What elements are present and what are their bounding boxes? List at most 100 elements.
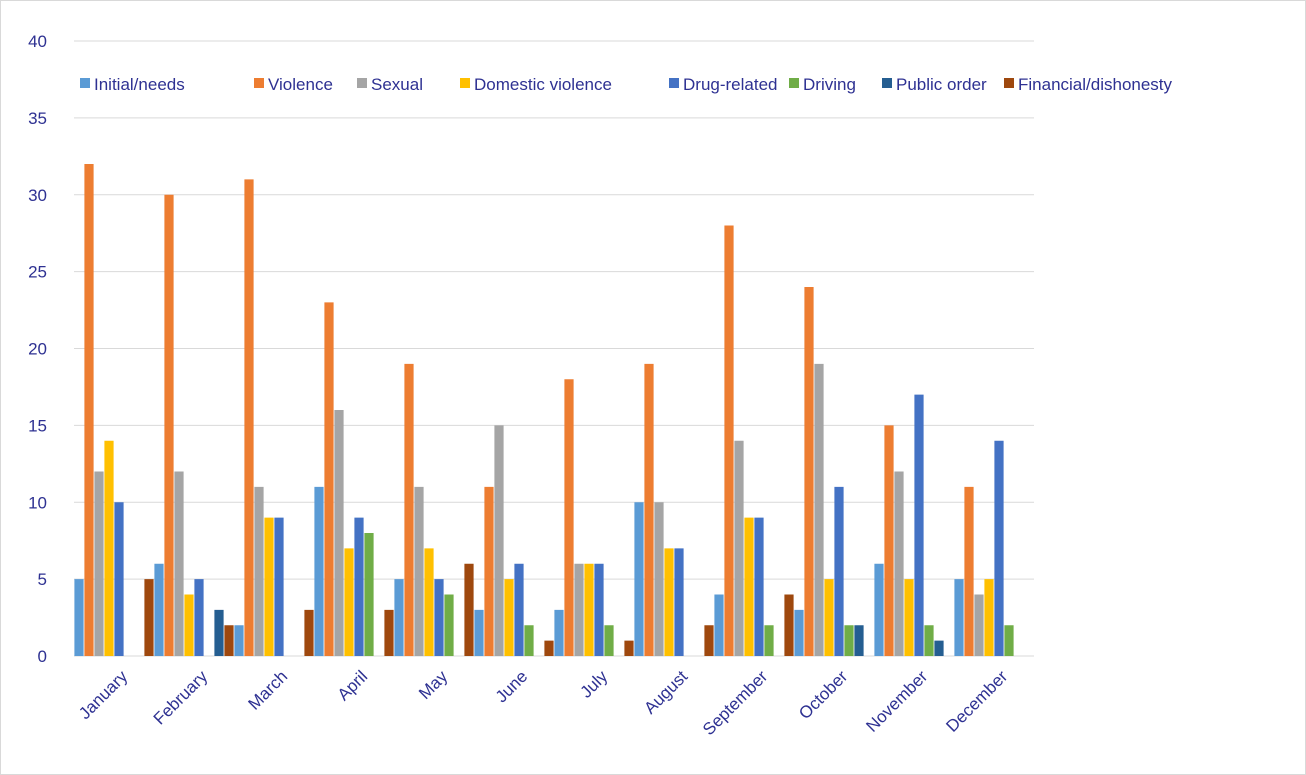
legend-swatch <box>80 78 90 88</box>
bar <box>354 517 364 656</box>
bar <box>164 194 174 656</box>
gridlines <box>74 40 1034 657</box>
bar <box>814 363 824 656</box>
bar <box>254 486 264 656</box>
x-axis-category-labels: January February March April May June July Augu… <box>75 667 1011 740</box>
bar <box>114 502 124 656</box>
bar <box>634 502 644 656</box>
bar <box>384 609 394 656</box>
bar <box>714 594 724 656</box>
legend-label: Driving <box>803 75 856 94</box>
bar <box>414 486 424 656</box>
bar <box>184 594 194 656</box>
bar <box>514 563 524 656</box>
bar <box>474 609 484 656</box>
bar <box>784 594 794 656</box>
legend-swatch <box>1004 78 1014 88</box>
x-category-label: May <box>415 667 451 703</box>
y-tick-label: 25 <box>28 263 47 282</box>
bar <box>314 486 324 656</box>
bar <box>264 517 274 656</box>
bar <box>604 625 614 656</box>
legend-swatch <box>882 78 892 88</box>
bar <box>844 625 854 656</box>
bar <box>884 425 894 656</box>
bar <box>1004 625 1014 656</box>
legend-label: Financial/dishonesty <box>1018 75 1173 94</box>
bar <box>304 609 314 656</box>
bar <box>464 563 474 656</box>
bar <box>244 179 254 656</box>
legend-swatch <box>669 78 679 88</box>
bars <box>74 164 1014 656</box>
bar <box>794 609 804 656</box>
legend-label: Domestic violence <box>474 75 612 94</box>
bar <box>874 563 884 656</box>
bar <box>644 363 654 656</box>
legend-item[interactable]: Violence <box>254 75 333 94</box>
bar <box>764 625 774 656</box>
y-tick-label: 40 <box>28 32 47 51</box>
legend-swatch <box>357 78 367 88</box>
legend-label: Public order <box>896 75 987 94</box>
legend-item[interactable]: Drug-related <box>669 75 778 94</box>
bar <box>104 440 114 656</box>
legend-item[interactable]: Financial/dishonesty <box>1004 75 1173 94</box>
y-tick-label: 10 <box>28 493 47 512</box>
bar <box>144 579 154 656</box>
legend-item[interactable]: Driving <box>789 75 856 94</box>
bar <box>704 625 714 656</box>
bar <box>194 579 204 656</box>
bar <box>914 394 924 656</box>
bar <box>434 579 444 656</box>
y-tick-label: 20 <box>28 340 47 359</box>
bar <box>964 486 974 656</box>
bar <box>74 579 84 656</box>
bar <box>554 609 564 656</box>
bar <box>924 625 934 656</box>
bar <box>654 502 664 656</box>
bar <box>994 440 1004 656</box>
legend-item[interactable]: Public order <box>882 75 987 94</box>
x-category-label: December <box>942 667 1011 736</box>
bar <box>344 548 354 656</box>
legend-item[interactable]: Sexual <box>357 75 423 94</box>
bar <box>664 548 674 656</box>
bar <box>584 563 594 656</box>
legend[interactable]: Initial/needs Violence Sexual Domestic viol… <box>80 75 1173 94</box>
bar <box>564 379 574 656</box>
bar <box>404 363 414 656</box>
bar <box>894 471 904 656</box>
bar <box>444 594 454 656</box>
bar <box>954 579 964 656</box>
legend-item[interactable]: Domestic violence <box>460 75 612 94</box>
bar <box>424 548 434 656</box>
bar <box>394 579 404 656</box>
legend-swatch <box>460 78 470 88</box>
bar <box>824 579 834 656</box>
bar <box>174 471 184 656</box>
x-category-label: January <box>75 667 132 724</box>
bar <box>214 609 224 656</box>
bar <box>504 579 514 656</box>
bar <box>494 425 504 656</box>
legend-label: Initial/needs <box>94 75 185 94</box>
y-tick-label: 15 <box>28 416 47 435</box>
bar <box>274 517 284 656</box>
y-tick-label: 0 <box>38 647 47 666</box>
bar <box>334 410 344 656</box>
legend-label: Violence <box>268 75 333 94</box>
legend-label: Sexual <box>371 75 423 94</box>
legend-item[interactable]: Initial/needs <box>80 75 185 94</box>
x-category-label: November <box>862 667 931 736</box>
bar <box>674 548 684 656</box>
bar <box>974 594 984 656</box>
bar <box>744 517 754 656</box>
bar <box>224 625 234 656</box>
y-tick-label: 35 <box>28 109 47 128</box>
bar <box>544 640 554 656</box>
x-category-label: February <box>150 667 212 729</box>
legend-label: Drug-related <box>683 75 778 94</box>
